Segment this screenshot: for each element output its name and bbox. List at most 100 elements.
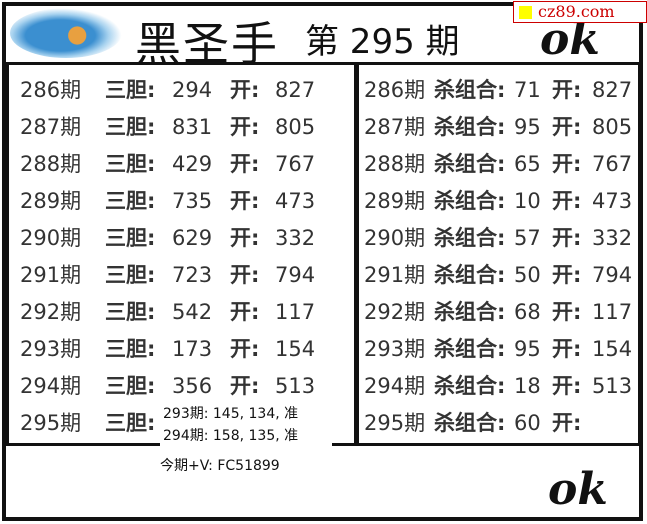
period-label: 293期 bbox=[364, 337, 426, 361]
period-label: 290期 bbox=[364, 226, 426, 250]
field-value: 294 bbox=[172, 78, 213, 102]
field-value: 57 bbox=[514, 226, 541, 250]
open-value: 827 bbox=[275, 78, 316, 102]
period-label: 293期 bbox=[20, 337, 82, 361]
ok-hand-mark: ok bbox=[548, 464, 608, 515]
field-label: 杀组合: bbox=[434, 226, 506, 250]
period-label: 289期 bbox=[364, 189, 426, 213]
field-label: 三胆: bbox=[105, 78, 156, 102]
field-value: 18 bbox=[514, 374, 541, 398]
field-label: 杀组合: bbox=[434, 78, 506, 102]
field-label: 三胆: bbox=[105, 189, 156, 213]
field-value: 735 bbox=[172, 189, 213, 213]
field-label: 三胆: bbox=[105, 337, 156, 361]
field-label: 杀组合: bbox=[434, 374, 506, 398]
field-label: 杀组合: bbox=[434, 300, 506, 324]
period-label: 286期 bbox=[364, 78, 426, 102]
open-label: 开: bbox=[552, 78, 582, 102]
open-label: 开: bbox=[230, 374, 260, 398]
open-label: 开: bbox=[230, 300, 260, 324]
open-label: 开: bbox=[552, 337, 582, 361]
open-value: 794 bbox=[275, 263, 316, 287]
overlay-line: 293期: 145, 134, 准 bbox=[163, 406, 299, 422]
open-value: 767 bbox=[592, 152, 633, 176]
open-label: 开: bbox=[230, 226, 260, 250]
open-label: 开: bbox=[552, 263, 582, 287]
field-label: 杀组合: bbox=[434, 115, 506, 139]
period-label: 290期 bbox=[20, 226, 82, 250]
field-value: 68 bbox=[514, 300, 541, 324]
open-value: 154 bbox=[275, 337, 316, 361]
period-label: 287期 bbox=[364, 115, 426, 139]
open-value: 827 bbox=[592, 78, 633, 102]
field-value: 629 bbox=[172, 226, 213, 250]
open-label: 开: bbox=[230, 263, 260, 287]
open-value: 805 bbox=[275, 115, 316, 139]
field-label: 三胆: bbox=[105, 411, 156, 435]
period-label: 294期 bbox=[20, 374, 82, 398]
field-label: 三胆: bbox=[105, 226, 156, 250]
field-label: 杀组合: bbox=[434, 263, 506, 287]
period-label: 295期 bbox=[20, 411, 82, 435]
field-value: 50 bbox=[514, 263, 541, 287]
open-label: 开: bbox=[230, 152, 260, 176]
field-label: 三胆: bbox=[105, 300, 156, 324]
field-label: 杀组合: bbox=[434, 189, 506, 213]
field-value: 429 bbox=[172, 152, 213, 176]
open-value: 513 bbox=[275, 374, 316, 398]
period-label: 295期 bbox=[364, 411, 426, 435]
period-label: 286期 bbox=[20, 78, 82, 102]
open-value: 513 bbox=[592, 374, 633, 398]
ok-hand-mark: ok bbox=[540, 14, 600, 65]
open-value: 805 bbox=[592, 115, 633, 139]
open-value: 117 bbox=[592, 300, 633, 324]
open-value: 473 bbox=[275, 189, 316, 213]
field-label: 杀组合: bbox=[434, 337, 506, 361]
open-value: 473 bbox=[592, 189, 633, 213]
open-label: 开: bbox=[552, 115, 582, 139]
field-value: 65 bbox=[514, 152, 541, 176]
open-label: 开: bbox=[230, 115, 260, 139]
field-value: 95 bbox=[514, 337, 541, 361]
open-label: 开: bbox=[552, 374, 582, 398]
field-label: 三胆: bbox=[105, 152, 156, 176]
field-label: 三胆: bbox=[105, 115, 156, 139]
open-label: 开: bbox=[230, 337, 260, 361]
field-value: 356 bbox=[172, 374, 213, 398]
field-value: 173 bbox=[172, 337, 213, 361]
field-label: 杀组合: bbox=[434, 411, 506, 435]
issue-number: 第 295 期 bbox=[305, 22, 460, 62]
watermark-link[interactable]: cz89.com bbox=[513, 1, 647, 23]
open-label: 开: bbox=[552, 152, 582, 176]
right-panel bbox=[356, 62, 641, 446]
period-label: 292期 bbox=[20, 300, 82, 324]
open-label: 开: bbox=[230, 78, 260, 102]
open-label: 开: bbox=[552, 411, 582, 435]
field-value: 831 bbox=[172, 115, 213, 139]
period-label: 287期 bbox=[20, 115, 82, 139]
open-value: 332 bbox=[275, 226, 316, 250]
open-value: 767 bbox=[275, 152, 316, 176]
period-label: 294期 bbox=[364, 374, 426, 398]
open-value: 332 bbox=[592, 226, 633, 250]
period-label: 288期 bbox=[20, 152, 82, 176]
logo bbox=[10, 8, 122, 58]
field-value: 10 bbox=[514, 189, 541, 213]
open-label: 开: bbox=[552, 300, 582, 324]
field-value: 723 bbox=[172, 263, 213, 287]
field-label: 杀组合: bbox=[434, 152, 506, 176]
open-value: 794 bbox=[592, 263, 633, 287]
field-value: 71 bbox=[514, 78, 541, 102]
period-label: 288期 bbox=[364, 152, 426, 176]
period-label: 291期 bbox=[364, 263, 426, 287]
open-label: 开: bbox=[230, 189, 260, 213]
field-label: 三胆: bbox=[105, 374, 156, 398]
open-value: 117 bbox=[275, 300, 316, 324]
field-value: 542 bbox=[172, 300, 213, 324]
period-label: 291期 bbox=[20, 263, 82, 287]
period-label: 289期 bbox=[20, 189, 82, 213]
overlay-line: 294期: 158, 135, 准 bbox=[163, 428, 299, 444]
field-label: 三胆: bbox=[105, 263, 156, 287]
open-label: 开: bbox=[552, 226, 582, 250]
open-value: 154 bbox=[592, 337, 633, 361]
